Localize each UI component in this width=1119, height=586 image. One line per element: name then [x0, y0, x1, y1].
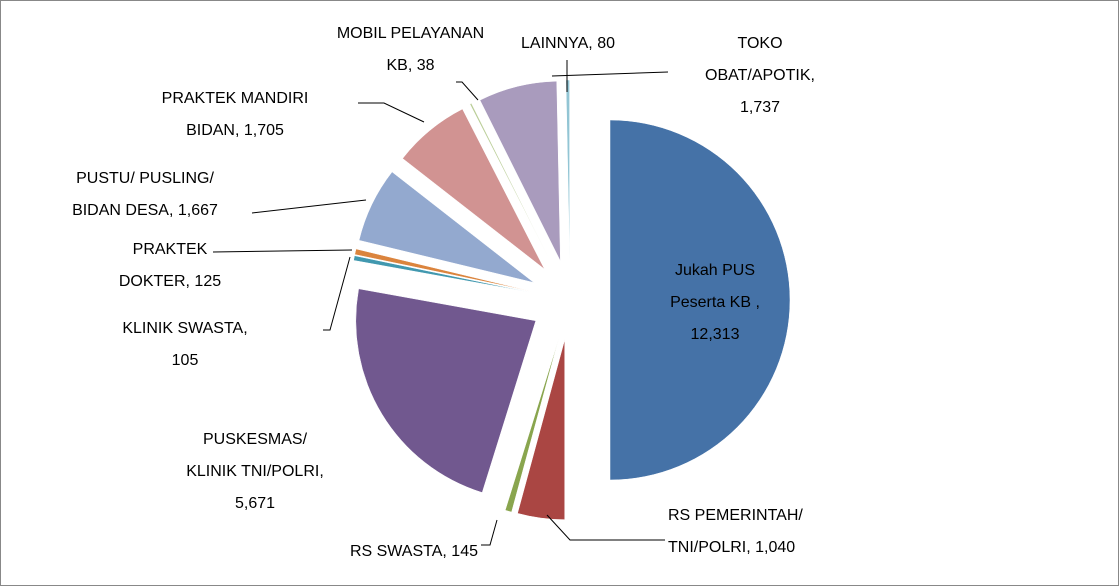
data-label: KLINIK SWASTA, 105 — [122, 320, 248, 369]
pie-slice — [517, 339, 565, 520]
data-label: PUSKESMAS/ KLINIK TNI/POLRI, 5,671 — [186, 431, 324, 512]
leader-line — [323, 256, 351, 331]
pie-slice — [354, 248, 532, 292]
label-category: LAINNYA — [521, 35, 589, 52]
label-value: 12,313 — [690, 326, 740, 343]
leader-line — [212, 249, 353, 253]
label-category: PUSKESMAS/ KLINIK TNI/POLRI — [186, 431, 320, 480]
data-label: PUSTU/ PUSLING/ BIDAN DESA, 1,667 — [72, 170, 218, 219]
label-value: 80 — [597, 35, 615, 52]
label-category: RS PEMERINTAH/ TNI/POLRI — [668, 507, 803, 556]
label-value: 1,040 — [755, 539, 796, 556]
pie-slice — [479, 80, 561, 262]
label-value: 5,671 — [234, 495, 276, 512]
label-category: Jukah PUS Peserta KB — [670, 262, 756, 311]
label-value: 1,737 — [739, 99, 781, 116]
leader-line — [551, 71, 669, 77]
data-label: PRAKTEK MANDIRI BIDAN, 1,705 — [161, 90, 309, 139]
pie-slice — [504, 338, 560, 513]
label-category: TOKO OBAT/APOTIK — [705, 35, 811, 84]
label-category: PRAKTEK MANDIRI BIDAN — [161, 90, 309, 139]
pie-slice — [358, 171, 535, 283]
label-value: 1,705 — [243, 122, 284, 139]
label-category: PUSTU/ PUSLING/ BIDAN DESA — [72, 170, 214, 219]
leader-line — [358, 102, 425, 123]
pie-slice — [402, 108, 545, 270]
data-label: Jukah PUS Peserta KB , 12,313 — [670, 262, 760, 343]
label-value: 1,667 — [177, 202, 218, 219]
label-category: KLINIK SWASTA — [122, 320, 244, 337]
data-label: RS PEMERINTAH/ TNI/POLRI, 1,040 — [668, 507, 803, 556]
pie-slice — [469, 102, 553, 265]
leader-line — [456, 81, 479, 101]
label-category: PRAKTEK DOKTER — [118, 241, 208, 290]
pie-slice — [355, 288, 537, 493]
label-value: 38 — [416, 57, 435, 74]
data-label: LAINNYA, 80 — [521, 35, 615, 52]
label-value: 105 — [171, 352, 199, 369]
label-value: 145 — [451, 543, 478, 560]
pie-slice — [565, 79, 570, 261]
leader-line — [481, 519, 498, 546]
leader-line — [546, 514, 665, 541]
label-value: 125 — [194, 273, 222, 290]
data-label: TOKO OBAT/APOTIK, 1,737 — [705, 35, 815, 116]
leader-line — [251, 199, 367, 214]
pie-slice — [353, 255, 531, 293]
data-label: RS SWASTA, 145 — [349, 543, 478, 560]
data-label: PRAKTEK DOKTER, 125 — [118, 241, 222, 290]
pie-slice — [609, 119, 791, 481]
label-category: MOBIL PELAYANAN KB — [336, 25, 485, 74]
label-category: RS SWASTA — [349, 543, 443, 560]
data-label: MOBIL PELAYANAN KB, 38 — [336, 25, 485, 74]
